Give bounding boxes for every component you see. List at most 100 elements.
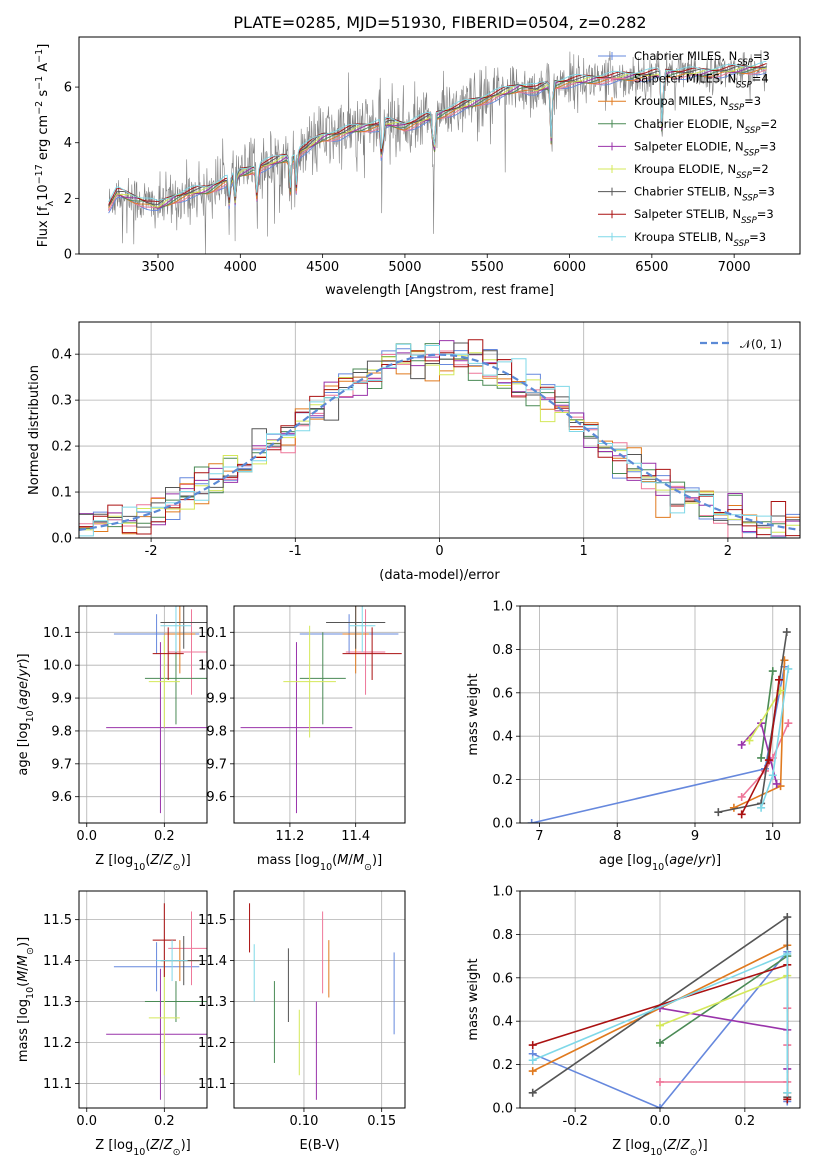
axes-frame (233, 605, 406, 824)
y-tick-label: 6 (64, 81, 72, 96)
y-tick-label: 11.2 (43, 1036, 72, 1051)
weight-marker (757, 803, 766, 812)
weight-marker (775, 675, 783, 684)
y-tick-label: 11.1 (43, 1077, 72, 1092)
plot-area (108, 50, 768, 254)
errorbar-point-7 (326, 606, 386, 649)
y-tick-label: 10.0 (43, 659, 72, 674)
axes-frame (519, 605, 801, 824)
x-tick-label: 4000 (224, 260, 257, 275)
errorbar-point-9 (156, 940, 188, 982)
weight-marker (714, 808, 723, 817)
x-axis-label: Z [log10(Z/Z⊙)] (612, 1138, 707, 1158)
errorbar-point-9 (160, 606, 192, 653)
x-tick-label: 0 (435, 544, 443, 559)
observed-spectrum (108, 50, 768, 254)
errorbar-point-5 (240, 642, 353, 814)
weight-marker (783, 949, 792, 958)
y-tick-label: 0.1 (51, 486, 72, 501)
normal-reference-curve (79, 353, 800, 531)
plot-area (527, 628, 793, 823)
plot-area (240, 606, 402, 814)
y-tick-label: 10.0 (198, 659, 227, 674)
errorbar-point-4 (299, 632, 346, 725)
legend-label: Chabrier MILES, NSSP=3 (634, 49, 770, 68)
weight-marker (656, 1104, 664, 1108)
y-tick-label: 11.4 (198, 954, 227, 969)
y-tick-label: 11.4 (43, 954, 72, 969)
y-tick-label: 0.8 (492, 643, 513, 658)
weight-marker (656, 1077, 664, 1086)
y-tick-label: 9.9 (51, 692, 72, 707)
weight-marker (528, 1067, 537, 1076)
y-tick-label: 0.2 (492, 1058, 513, 1073)
figure-title: PLATE=0285, MJD=51930, FIBERID=0504, z=0… (233, 13, 646, 32)
x-tick-label: 0.2 (154, 829, 175, 844)
errorbar-point-8 (152, 627, 184, 680)
y-tick-label: 11.1 (198, 1077, 227, 1092)
weight-marker (656, 1021, 664, 1030)
x-tick-label: 2 (724, 544, 732, 559)
y-tick-label: 0.4 (492, 730, 513, 745)
axes-frame (233, 890, 406, 1109)
x-tick-label: 11.2 (275, 829, 304, 844)
residual-histogram-9 (79, 343, 800, 538)
legend-label: Kroupa MILES, NSSP=3 (634, 94, 761, 113)
x-tick-label: 7000 (718, 260, 751, 275)
model-spectrum-3 (108, 67, 767, 209)
x-axis-label: wavelength [Angstrom, rest frame] (325, 283, 554, 298)
x-tick-label: 5500 (471, 260, 504, 275)
weight-marker (772, 779, 781, 788)
weight-marker (783, 913, 792, 922)
x-tick-label: 0.10 (289, 1114, 318, 1129)
y-tick-label: 0.8 (492, 928, 513, 943)
x-axis-label: Z [log10(Z/Z⊙)] (95, 853, 190, 873)
errorbar-point-7 (160, 606, 207, 649)
x-tick-label: 8 (613, 829, 621, 844)
axes-weight_vs_age: 7 8 9 10 0.0 0.2 0.4 0.6 0.8 1.0 age [log10(age/yr… (466, 600, 801, 873)
x-tick-label: -0.2 (562, 1114, 587, 1129)
overlay: 0.0 0.2 11.1 11.2 11.3 11.4 11.5 Z [log10(Z/Z⊙)… (16, 890, 208, 1158)
weight-series-4 (757, 667, 777, 762)
overlay: 7 8 9 10 0.0 0.2 0.4 0.6 0.8 1.0 age [log10(age/yr… (466, 600, 801, 873)
axes-age_vs_mass: 11.2 11.4 9.6 9.7 9.8 9.9 10.0 10.1 mass [log10(… (198, 605, 406, 873)
overlay: 3500 4000 4500 5000 5500 6000 6500 7000 0 2 4 6 Chab… (34, 36, 801, 298)
weight-marker (764, 756, 773, 765)
x-tick-label: 0.2 (154, 1114, 175, 1129)
y-tick-label: 11.5 (43, 913, 72, 928)
y-tick-label: 1.0 (492, 600, 513, 615)
axes-weight_vs_Z: -0.2 0.0 0.2 0.0 0.2 0.4 0.6 0.8 1.0 Z [log10(Z/Z… (466, 885, 801, 1158)
x-tick-label: 6500 (635, 260, 668, 275)
legend: Chabrier MILES, NSSP=3 Salpeter MILES, NS… (598, 49, 777, 249)
overlay: 11.2 11.4 9.6 9.7 9.8 9.9 10.0 10.1 mass [log10(… (198, 605, 406, 873)
axes-frame (78, 36, 801, 255)
axes-mass_vs_Z: 0.0 0.2 11.1 11.2 11.3 11.4 11.5 Z [log10(Z/Z⊙)… (16, 890, 208, 1158)
x-axis-label: (data-model)/error (379, 568, 500, 583)
y-axis-label: age [log10(age/yr)] (16, 653, 36, 775)
x-axis-label: mass [log10(M/M⊙)] (257, 853, 382, 873)
x-tick-label: 0.0 (76, 829, 97, 844)
legend-label: Kroupa STELIB, NSSP=3 (634, 230, 766, 249)
errorbar-point-6 (148, 635, 180, 728)
errorbar-point-9 (349, 606, 376, 653)
errorbar-point-6 (283, 625, 336, 738)
weight-marker (783, 1088, 792, 1097)
overlay: 0.0 0.2 9.6 9.7 9.8 9.9 10.0 10.1 Z [log10(Z/Z⊙)… (16, 605, 208, 873)
weight-series-9 (528, 949, 792, 1097)
weight-marker (528, 1088, 537, 1097)
legend-label: Chabrier ELODIE, NSSP=2 (634, 117, 777, 136)
y-tick-label: 0 (64, 248, 72, 263)
y-tick-label: 9.8 (51, 724, 72, 739)
legend-label: Salpeter ELODIE, NSSP=3 (634, 139, 776, 158)
y-tick-label: 0.3 (51, 394, 72, 409)
y-tick-label: 1.0 (492, 885, 513, 900)
y-tick-label: 0.2 (51, 440, 72, 455)
plot-area (528, 913, 792, 1108)
y-axis-label: mass weight (466, 673, 481, 755)
weight-marker (768, 667, 777, 676)
overlay: -0.2 0.0 0.2 0.0 0.2 0.4 0.6 0.8 1.0 Z [log10(Z/Z… (466, 885, 801, 1158)
errorbar-point-8 (342, 627, 402, 680)
x-tick-label: 0.2 (735, 1114, 756, 1129)
errorbar-point-4 (144, 981, 207, 1023)
